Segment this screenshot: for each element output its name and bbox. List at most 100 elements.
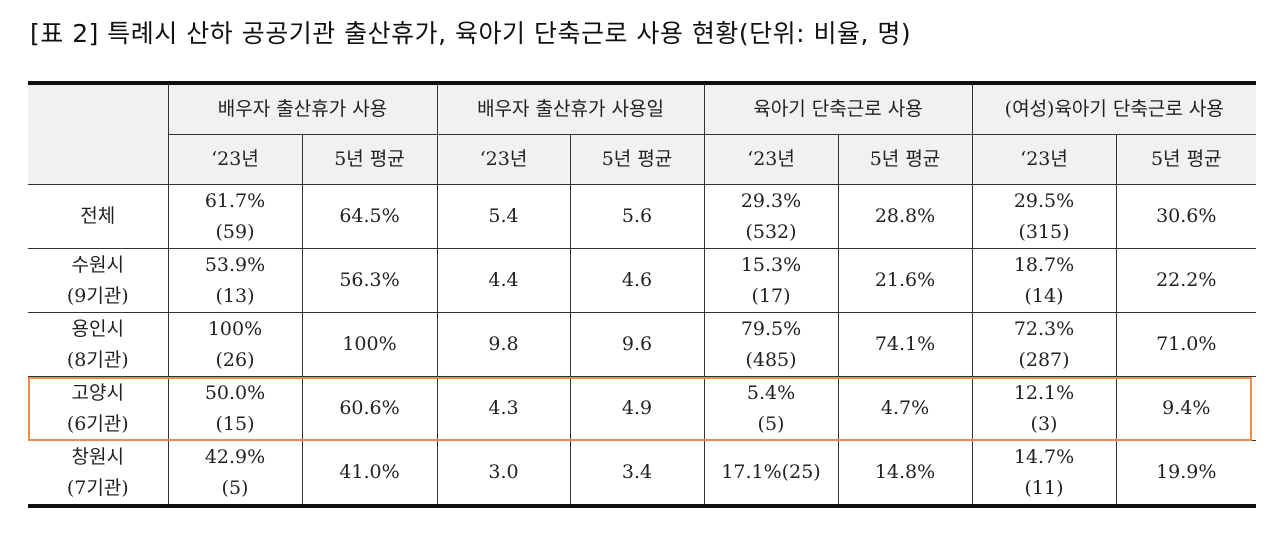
- table-cell: 14.8%: [837, 440, 973, 507]
- cell-count: (532): [745, 220, 797, 243]
- row-label-name: 고양시: [71, 381, 124, 404]
- cell-value: 9.8: [488, 333, 519, 355]
- row-label-agencies: (6기관): [66, 412, 129, 435]
- table-cell: 29.3% (532): [703, 184, 839, 249]
- cell-value: 74.1%: [874, 333, 936, 355]
- row-label-name: 창원시: [71, 445, 124, 468]
- cell-count: (59): [215, 220, 255, 243]
- table-cell: 64.5%: [301, 184, 438, 249]
- cell-value: 72.3%: [1013, 317, 1075, 340]
- cell-value: 100%: [342, 333, 397, 355]
- table-cell: 9.6: [569, 312, 705, 377]
- cell-count: (3): [1030, 412, 1058, 435]
- table-cell: 42.9% (5): [167, 440, 303, 507]
- table-cell: 79.5% (485): [703, 312, 839, 377]
- cell-count: (17): [751, 284, 791, 307]
- cell-value: 53.9%: [204, 253, 266, 276]
- table-row-goyang: 고양시 (6기관) 50.0% (15) 60.6% 4.3 4.9 5.4% (5)…: [28, 376, 1257, 441]
- cell-count: (5): [757, 412, 785, 435]
- table-row-yongin: 용인시 (8기관) 100% (26) 100% 9.8 9.6 79.5% (485…: [28, 312, 1257, 377]
- row-label: 창원시 (7기관): [28, 440, 169, 507]
- cell-value: 19.9%: [1156, 461, 1217, 483]
- cell-value: 5.4%: [746, 381, 796, 404]
- subheader-2023: ‘23년: [168, 134, 303, 185]
- cell-value: 17.1%(25): [721, 461, 821, 483]
- cell-count: (5): [221, 476, 249, 499]
- row-label: 용인시 (8기관): [28, 312, 169, 377]
- table-cell: 4.4: [436, 248, 571, 313]
- table-cell: 3.4: [569, 440, 705, 507]
- cell-count: (13): [215, 284, 255, 307]
- cell-value: 100%: [207, 317, 263, 340]
- table-cell: 17.1%(25): [703, 440, 839, 507]
- cell-value: 64.5%: [339, 205, 400, 227]
- row-label-agencies: (7기관): [66, 476, 129, 499]
- cell-value: 4.9: [621, 397, 653, 419]
- cell-value: 4.4: [488, 269, 519, 291]
- table-cell: 100% (26): [167, 312, 303, 377]
- cell-value: 21.6%: [874, 269, 936, 291]
- table-cell: 29.5% (315): [971, 184, 1117, 249]
- table-cell: 4.9: [569, 376, 705, 441]
- table-cell: 72.3% (287): [971, 312, 1117, 377]
- cell-value: 30.6%: [1156, 205, 1217, 227]
- table-cell: 5.4% (5): [703, 376, 839, 441]
- cell-value: 29.3%: [740, 189, 802, 212]
- cell-value: 3.4: [621, 461, 653, 483]
- row-label-name: 전체: [80, 205, 116, 227]
- data-table-container: 배우자 출산휴가 사용 배우자 출산휴가 사용일 육아기 단축근로 사용 (여성…: [28, 81, 1257, 508]
- group-header-female-childcare-reduced-hours: (여성)육아기 단축근로 사용: [971, 82, 1257, 135]
- table-cell: 5.4: [436, 184, 571, 249]
- table-cell: 56.3%: [301, 248, 438, 313]
- table-title: [표 2] 특례시 산하 공공기관 출산휴가, 육아기 단축근로 사용 현황(단…: [30, 19, 912, 48]
- cell-value: 14.7%: [1013, 445, 1075, 468]
- subheader-2023: ‘23년: [971, 134, 1117, 185]
- cell-value: 18.7%: [1013, 253, 1075, 276]
- header-row-subheaders: ‘23년 5년 평균 ‘23년 5년 평균 ‘23년 5년 평균 ‘23년 5년…: [28, 134, 1257, 185]
- table-cell: 53.9% (13): [167, 248, 303, 313]
- cell-value: 14.8%: [874, 461, 936, 483]
- cell-value: 60.6%: [339, 397, 400, 419]
- table-cell: 71.0%: [1115, 312, 1257, 377]
- subheader-5yr-avg: 5년 평균: [837, 134, 973, 185]
- cell-value: 71.0%: [1156, 333, 1217, 355]
- table-cell: 4.6: [569, 248, 705, 313]
- table-cell: 9.8: [436, 312, 571, 377]
- cell-value: 61.7%: [204, 189, 266, 212]
- row-label: 전체: [28, 184, 169, 249]
- table-cell: 28.8%: [837, 184, 973, 249]
- table-cell: 15.3% (17): [703, 248, 839, 313]
- table-cell: 21.6%: [837, 248, 973, 313]
- cell-value: 12.1%: [1013, 381, 1075, 404]
- cell-value: 3.0: [488, 461, 519, 483]
- cell-value: 4.7%: [880, 397, 930, 419]
- subheader-5yr-avg: 5년 평균: [301, 134, 438, 185]
- row-label-name: 용인시: [71, 317, 124, 340]
- table-cell: 60.6%: [301, 376, 438, 441]
- table-cell: 50.0% (15): [167, 376, 303, 441]
- group-header-childcare-reduced-hours: 육아기 단축근로 사용: [703, 82, 973, 135]
- table-cell: 100%: [301, 312, 438, 377]
- cell-value: 5.6: [621, 205, 653, 227]
- cell-value: 5.4: [488, 205, 519, 227]
- corner-header-cell: [28, 82, 169, 185]
- table-cell: 14.7% (11): [971, 440, 1117, 507]
- subheader-2023: ‘23년: [703, 134, 839, 185]
- cell-value: 4.6: [621, 269, 653, 291]
- table-cell: 4.3: [436, 376, 571, 441]
- table-cell: 5.6: [569, 184, 705, 249]
- cell-value: 79.5%: [740, 317, 802, 340]
- table-row-changwon: 창원시 (7기관) 42.9% (5) 41.0% 3.0 3.4 17.1%(25…: [28, 440, 1257, 507]
- table-cell: 30.6%: [1115, 184, 1257, 249]
- row-label-agencies: (9기관): [66, 284, 129, 307]
- table-cell: 3.0: [436, 440, 571, 507]
- table-row-total: 전체 61.7% (59) 64.5% 5.4 5.6 29.3% (532) 28…: [28, 184, 1257, 249]
- group-header-spouse-leave: 배우자 출산휴가 사용: [167, 82, 438, 135]
- table-cell: 4.7%: [837, 376, 973, 441]
- row-label-name: 수원시: [71, 253, 124, 276]
- row-label-agencies: (8기관): [66, 348, 129, 371]
- cell-value: 15.3%: [740, 253, 802, 276]
- cell-value: 4.3: [488, 397, 519, 419]
- subheader-5yr-avg: 5년 평균: [1115, 134, 1257, 185]
- table-row-suwon: 수원시 (9기관) 53.9% (13) 56.3% 4.4 4.6 15.3% (1…: [28, 248, 1257, 313]
